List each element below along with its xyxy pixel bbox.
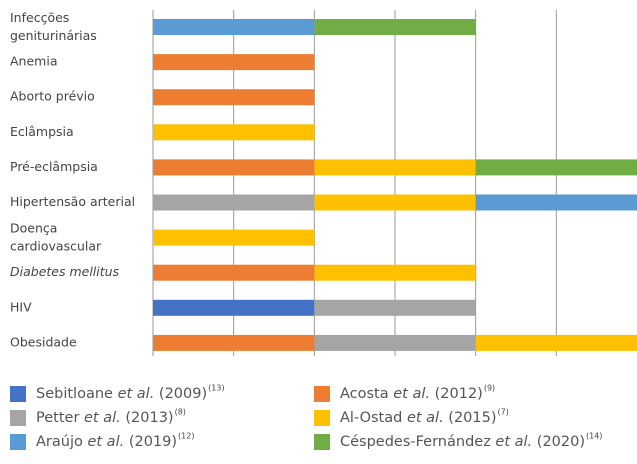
legend-text-part: (2020) (532, 434, 585, 450)
category-label: HIV (10, 299, 32, 314)
legend-label: Petter et al. (2013) (36, 410, 174, 426)
category-label: Eclâmpsia (10, 124, 74, 139)
bar-segment (314, 159, 476, 176)
legend-swatch (314, 410, 330, 426)
label-line: geniturinárias (10, 28, 97, 43)
legend-text-part: Al-Ostad (340, 410, 407, 426)
bar-segment (153, 194, 315, 211)
label-line: Infecções (10, 10, 73, 25)
category-label: Obesidade (10, 334, 77, 349)
legend-label: Sebitloane et al. (2009) (36, 386, 207, 402)
legend-italic: et al. (495, 434, 532, 450)
legend-ref: (9) (484, 384, 495, 393)
legend-swatch (314, 434, 330, 450)
legend-italic: et al. (87, 434, 124, 450)
bar-segment (153, 334, 315, 351)
legend-text-part: (2012) (430, 386, 483, 402)
legend-label: Acosta et al. (2012) (340, 386, 483, 402)
bar-segment (475, 334, 637, 351)
label-line: cardiovascular (10, 238, 102, 253)
bar-segment (153, 54, 315, 71)
legend-text-part: Araújo (36, 434, 87, 450)
legend-label: Céspedes-Fernández et al. (2020) (340, 434, 585, 450)
legend-label: Araújo et al. (2019) (36, 434, 177, 450)
bar-segment (475, 159, 637, 176)
bar-segment (314, 334, 476, 351)
legend-text-part: (2015) (444, 410, 497, 426)
category-label: Diabetes mellitus (10, 264, 120, 279)
bar-segment (153, 159, 315, 176)
legend-swatch (10, 410, 26, 426)
legend-ref: (7) (498, 408, 509, 417)
legend-swatch (314, 386, 330, 402)
legend-text-part: Petter (36, 410, 84, 426)
legend-ref: (14) (586, 432, 602, 441)
bar-segment (153, 124, 315, 141)
category-label: Anemia (10, 54, 57, 69)
category-label: Infecções geniturinárias (10, 10, 97, 43)
legend-ref: (12) (178, 432, 194, 441)
legend-swatch (10, 434, 26, 450)
legend-text-part: Céspedes-Fernández (340, 434, 495, 450)
legend-text-part: Sebitloane (36, 386, 118, 402)
category-label: Aborto prévio (10, 89, 95, 104)
legend-text-part: (2009) (154, 386, 207, 402)
bar-segment (314, 194, 476, 211)
bar-segment (314, 299, 476, 316)
legend-swatch (10, 386, 26, 402)
legend-italic: et al. (118, 386, 155, 402)
bar-segment (314, 264, 476, 281)
legend-text-part: Acosta (340, 386, 393, 402)
category-label: Doença cardiovascular (10, 220, 102, 253)
legend-ref: (8) (175, 408, 186, 417)
bar-segment (153, 89, 315, 106)
bar-segment (153, 264, 315, 281)
bar-segment (475, 194, 637, 211)
bar-segment (153, 229, 315, 246)
legend-italic: et al. (393, 386, 430, 402)
legend-italic: et al. (84, 410, 121, 426)
bar-segment (153, 299, 315, 316)
category-label: Pré-eclâmpsia (10, 159, 98, 174)
legend-text-part: (2013) (121, 410, 174, 426)
bar-segment (314, 19, 476, 35)
legend-italic: et al. (407, 410, 444, 426)
legend-label: Al-Ostad et al. (2015) (340, 410, 497, 426)
legend-text-part: (2019) (124, 434, 177, 450)
category-label: Hipertensão arterial (10, 194, 135, 209)
bar-segment (153, 19, 315, 35)
legend-ref: (13) (208, 384, 224, 393)
label-line: Doença (10, 220, 61, 235)
